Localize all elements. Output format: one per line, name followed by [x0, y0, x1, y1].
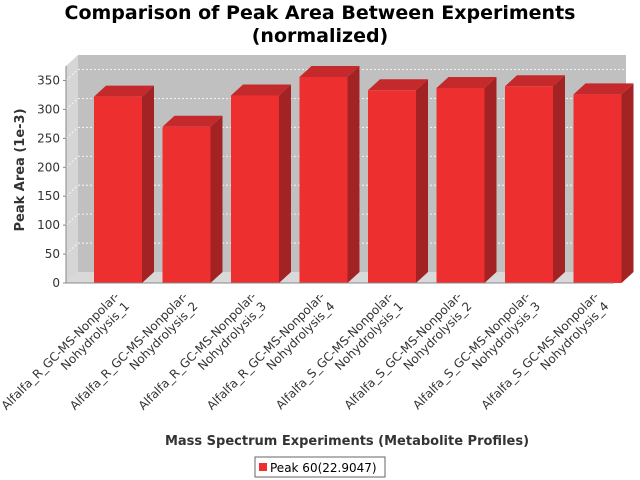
y-tick-label: 150: [37, 189, 60, 203]
y-tick-label: 350: [37, 73, 60, 87]
gridline: [65, 155, 79, 168]
bar-front: [436, 87, 485, 283]
bar: [299, 65, 360, 284]
gridline: [65, 127, 79, 139]
bar-top: [162, 115, 223, 127]
bar-front: [231, 95, 279, 284]
x-tick-label: Alfalfa_R_GC-MS-Nonpolar-Nohydrolysis_2: [67, 289, 200, 422]
x-tick-labels: Alfalfa_R_GC-MS-Nonpolar-Nohydrolysis_1A…: [0, 289, 612, 422]
gridline: [65, 213, 79, 226]
chart-title-line2: (normalized): [251, 25, 389, 47]
bar-side: [416, 79, 428, 283]
x-tick-label: Alfalfa_S_GC-MS-Nonpolar-Nohydrolysis_3: [410, 289, 543, 422]
bar-top: [231, 84, 291, 96]
bar-front: [505, 86, 553, 284]
axes: [65, 66, 614, 284]
y-tick-label: 0: [52, 276, 60, 290]
legend: Peak 60(22.9047): [254, 456, 386, 478]
bar-front: [368, 90, 416, 283]
bar-top: [368, 79, 428, 91]
gridline: [65, 242, 79, 255]
x-tick-label: Alfalfa_S_GC-MS-Nonpolar-Nohydrolysis_4: [479, 289, 612, 422]
y-tick-labels: 0 50 100 150 200 250 300 350: [37, 73, 66, 290]
bar: [368, 79, 428, 283]
bar: [231, 84, 291, 284]
y-tick-label: 250: [37, 131, 60, 145]
bars: [94, 65, 634, 284]
x-tick-label: Alfalfa_S_GC-MS-Nonpolar-Nohydrolysis_1: [273, 289, 406, 422]
bar-side: [553, 75, 565, 284]
y-axis-label: Peak Area (1e-3): [13, 108, 28, 231]
y-tick-label: 200: [37, 160, 60, 174]
y-tick-label: 300: [37, 102, 60, 116]
legend-label: Peak 60(22.9047): [270, 461, 377, 475]
chart-title-line1: Comparison of Peak Area Between Experime…: [64, 2, 576, 24]
plot-side-wall: [66, 55, 78, 283]
bar-side: [484, 76, 497, 283]
bar: [436, 76, 497, 283]
x-tick-label: Alfalfa_S_GC-MS-Nonpolar-Nohydrolysis_2: [342, 289, 475, 422]
bar-front: [299, 76, 348, 284]
bar-front: [573, 94, 622, 283]
bar-top: [94, 85, 154, 97]
bar-side: [347, 65, 360, 284]
bar-side: [279, 84, 291, 284]
bar: [505, 75, 565, 284]
bar: [94, 85, 154, 283]
y-tick-label: 50: [45, 247, 60, 261]
bar-side: [210, 115, 223, 283]
x-tick-label-line: Alfalfa_R_GC-MS-Nonpolar-: [0, 289, 122, 413]
bar-top: [436, 76, 497, 88]
bar-top: [505, 75, 565, 87]
bar-side: [142, 85, 154, 283]
bar: [573, 83, 634, 283]
bar-side: [621, 83, 634, 283]
bar-front: [94, 96, 142, 283]
y-tick-label: 100: [37, 218, 60, 232]
x-tick-label: Alfalfa_R_GC-MS-Nonpolar-Nohydrolysis_4: [204, 289, 337, 422]
bar: [162, 115, 223, 283]
bar-front: [162, 126, 211, 283]
legend-swatch: [259, 463, 267, 471]
chart-title: Comparison of Peak Area Between Experime…: [0, 2, 640, 48]
x-axis-label: Mass Spectrum Experiments (Metabolite Pr…: [165, 434, 529, 449]
x-tick-label: Alfalfa_R_GC-MS-Nonpolar-Nohydrolysis_3: [136, 289, 269, 422]
legend-box: [254, 456, 386, 478]
gridline: [65, 184, 79, 197]
gridline: [65, 69, 79, 81]
bar-top: [573, 83, 634, 95]
gridline: [65, 98, 79, 110]
bar-top: [299, 65, 360, 77]
